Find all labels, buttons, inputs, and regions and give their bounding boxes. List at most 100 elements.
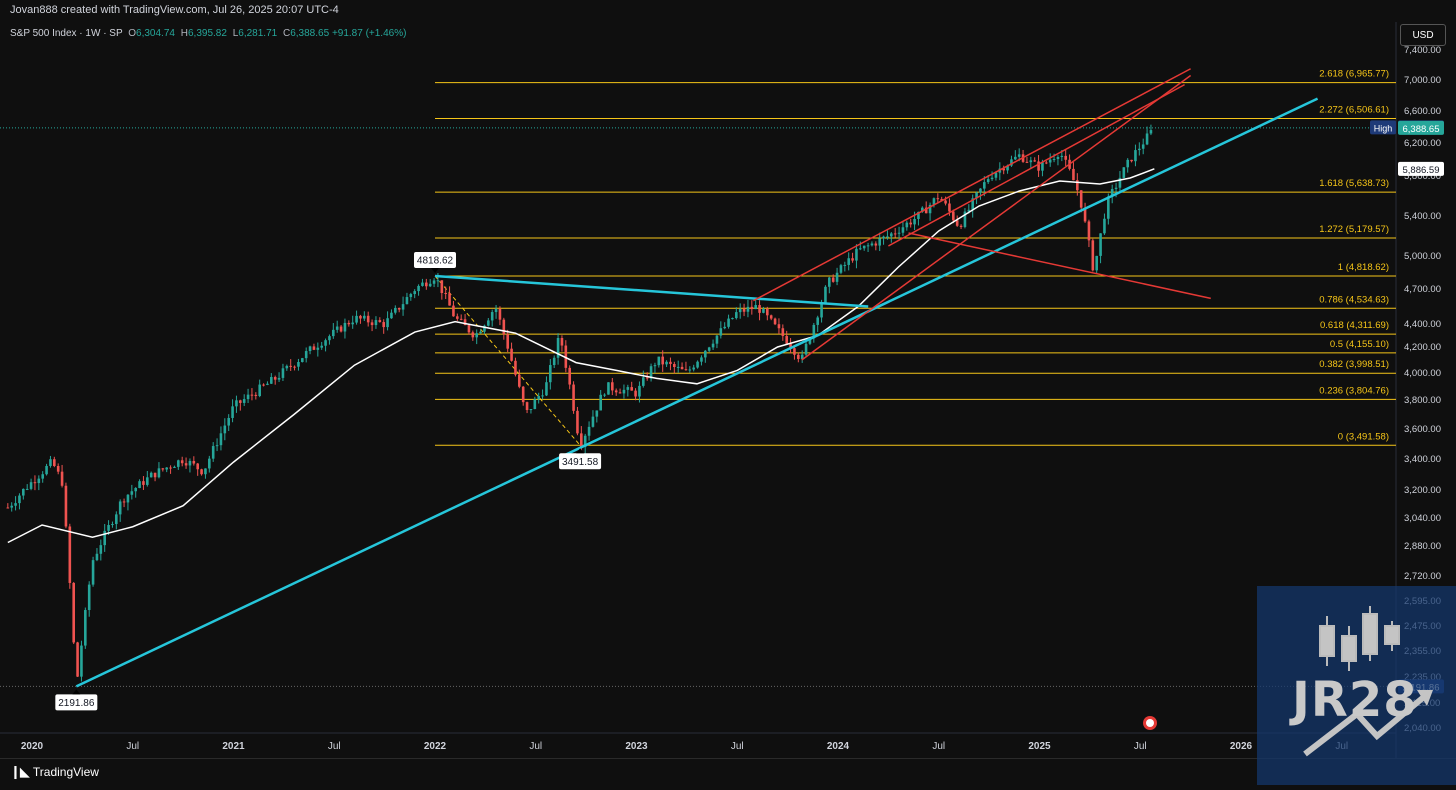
candle-body (727, 318, 730, 327)
candle-body (688, 369, 692, 371)
candle-body (231, 406, 234, 418)
price-badge-box (1398, 120, 1444, 135)
point-label-arrow (431, 267, 439, 273)
candle-body (1083, 207, 1087, 222)
candle-body (1037, 161, 1040, 171)
candle-body (510, 348, 513, 361)
x-tick-label: 2023 (625, 741, 648, 752)
candle-body (270, 377, 273, 384)
candle-body (138, 481, 141, 489)
fib-level-label: 0 (3,491.58) (1338, 431, 1389, 442)
candle-body (552, 357, 556, 366)
candle-body (351, 322, 354, 325)
point-label-arrow (576, 448, 585, 454)
x-tick-label: 2020 (21, 741, 44, 752)
candle-body (196, 463, 199, 470)
point-label-text: 3491.58 (562, 457, 599, 468)
candle-body (831, 277, 835, 282)
candle-body (320, 345, 323, 348)
candle-body (200, 469, 203, 475)
candle-body (459, 318, 463, 320)
candle-body (975, 192, 978, 199)
currency-button[interactable]: USD (1400, 24, 1446, 46)
candle-body (1099, 233, 1102, 256)
candle-body (971, 198, 974, 210)
candle-body (750, 306, 754, 310)
fib-level-label: 0.786 (4,534.63) (1319, 294, 1389, 305)
candle-body (828, 277, 831, 287)
candle-body (537, 396, 540, 400)
candle-body (29, 482, 33, 489)
candle-body (421, 282, 424, 286)
candle-body (1087, 221, 1091, 241)
candle-body (878, 238, 881, 246)
top-bar: Jovan888 created with TradingView.com, J… (0, 0, 1456, 22)
candle-body (804, 343, 808, 355)
candle-body (665, 361, 668, 365)
candle-body (60, 471, 64, 486)
candle-body (370, 322, 374, 326)
candle-body (289, 365, 292, 367)
open-key: O (128, 28, 137, 39)
candle-body (673, 364, 676, 368)
candle-body (49, 459, 52, 466)
point-label-arrow (72, 689, 81, 695)
candle-body (893, 233, 897, 235)
candle-body (1103, 218, 1106, 234)
candle-body (835, 272, 839, 282)
candle-body (490, 312, 494, 321)
y-tick-label: 4,700.00 (1404, 284, 1441, 295)
candle-body (758, 305, 761, 313)
candle-body (68, 526, 72, 583)
candle-body (1052, 159, 1056, 161)
y-tick-label: 3,800.00 (1404, 395, 1441, 406)
tradingview-brand: TradingView (32, 765, 99, 779)
y-tick-label: 7,400.00 (1404, 45, 1441, 56)
candle-body (851, 258, 854, 261)
close-key: C (282, 28, 291, 39)
candle-body (1076, 180, 1079, 191)
candle-body (401, 304, 405, 310)
candle-body (1107, 196, 1110, 219)
candle-body (211, 446, 215, 459)
price-badge-tag: High (1374, 123, 1393, 133)
y-tick-label: 4,200.00 (1404, 342, 1441, 353)
candle-body (564, 345, 568, 368)
candle-body (847, 258, 850, 265)
candle-body (800, 354, 804, 359)
candle-body (777, 324, 781, 329)
candle-body (1002, 168, 1005, 171)
candle-body (339, 326, 343, 332)
point-label-text: 4818.62 (417, 255, 454, 266)
candle-body (440, 280, 444, 293)
candle-body (417, 285, 420, 292)
candle-body (448, 293, 451, 306)
y-tick-label: 3,040.00 (1404, 513, 1441, 524)
fib-level-label: 2.618 (6,965.77) (1319, 69, 1389, 80)
candle-body (855, 248, 858, 261)
candle-body (262, 384, 265, 386)
x-tick-label: 2025 (1028, 741, 1051, 752)
fib-level-label: 1 (4,818.62) (1338, 262, 1389, 273)
candle-body (359, 315, 362, 319)
candle-body (692, 367, 695, 370)
candle-body (936, 198, 940, 200)
y-tick-label: 4,000.00 (1404, 368, 1441, 379)
candle-body (95, 553, 99, 561)
fib-level-label: 0.5 (4,155.10) (1330, 339, 1389, 350)
price-badge-tag-box (1370, 120, 1396, 135)
candle-body (1010, 159, 1013, 166)
candle-body (169, 467, 172, 469)
x-tick-label: 2024 (827, 741, 850, 752)
candle-body (463, 319, 467, 326)
candle-body (25, 488, 29, 490)
candle-body (591, 416, 595, 427)
candle-body (14, 503, 17, 506)
y-tick-label: 7,000.00 (1404, 75, 1441, 86)
candle-body (1025, 161, 1029, 163)
candle-body (533, 399, 537, 410)
candle-body (64, 485, 68, 527)
candle-body (479, 331, 482, 334)
tradingview-logo[interactable]: ❙◣ TradingView (10, 764, 99, 780)
